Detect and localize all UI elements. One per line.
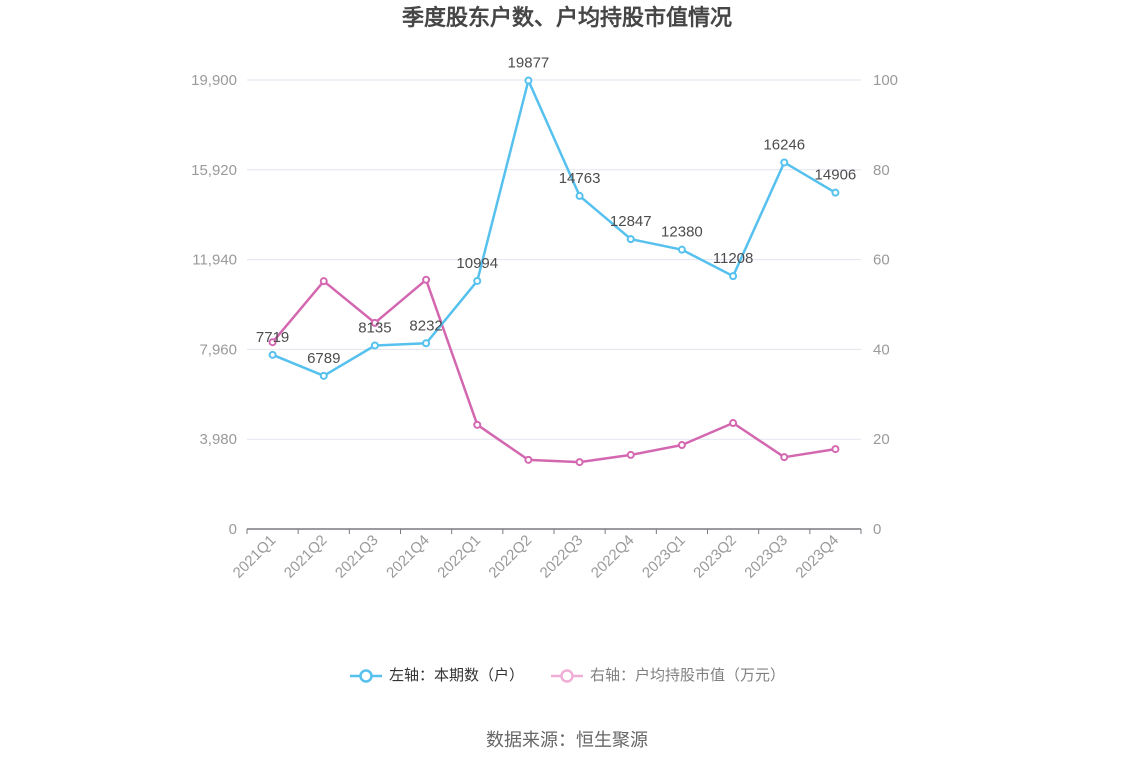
series-0 <box>268 76 840 380</box>
x-axis-tick-label: 2023Q3 <box>741 532 791 582</box>
x-axis-tick-label: 2021Q1 <box>230 532 280 582</box>
series-1 <box>268 275 840 467</box>
data-point[interactable] <box>626 235 635 244</box>
data-point[interactable] <box>370 318 379 327</box>
legend-label: 右轴：户均持股市值（万元） <box>590 667 786 684</box>
data-label: 12847 <box>610 213 652 230</box>
right-axis-tick-label: 40 <box>873 341 890 358</box>
series-line <box>271 278 836 464</box>
data-labels: 7719 6789 8135 8232 10994 19877 14763 12847 1238… <box>256 55 856 367</box>
data-point[interactable] <box>626 450 635 459</box>
data-label: 14906 <box>815 167 857 184</box>
data-label: 11208 <box>713 250 754 267</box>
right-axis-tick-label: 80 <box>873 162 890 179</box>
right-axis-tick-label: 60 <box>873 252 890 269</box>
x-axis-tick-label: 2022Q3 <box>537 532 587 582</box>
left-axis-tick-label: 0 <box>229 521 237 538</box>
x-axis-tick-label: 2021Q4 <box>383 532 433 582</box>
data-point[interactable] <box>831 445 840 454</box>
data-label: 19877 <box>508 55 550 72</box>
x-axis-tick-label: 2021Q3 <box>332 532 382 582</box>
data-source: 数据来源：恒生聚源 <box>486 730 648 750</box>
data-point[interactable] <box>524 455 533 464</box>
data-label: 10994 <box>456 255 498 272</box>
data-point[interactable] <box>729 272 738 281</box>
chart-title: 季度股东户数、户均持股市值情况 <box>401 5 732 30</box>
x-axis-tick-label: 2022Q4 <box>588 532 638 582</box>
left-axis-tick-label: 15,920 <box>191 162 237 179</box>
data-point[interactable] <box>575 191 584 200</box>
right-axis-tick-label: 0 <box>873 521 881 538</box>
x-axis-tick-label: 2023Q2 <box>690 532 740 582</box>
series-lines <box>268 76 840 467</box>
legend-line-marker-icon <box>551 669 583 683</box>
series-line <box>272 79 837 378</box>
data-point[interactable] <box>473 420 482 429</box>
data-label: 12380 <box>661 224 703 241</box>
x-axis-tick-label: 2023Q1 <box>639 532 689 582</box>
legend-label: 左轴：本期数（户） <box>388 667 524 684</box>
legend-item-1[interactable]: 右轴：户均持股市值（万元） <box>550 666 785 686</box>
data-point[interactable] <box>268 350 277 359</box>
data-point[interactable] <box>319 277 328 286</box>
left-axis-tick-label: 7,960 <box>199 341 237 358</box>
data-point[interactable] <box>473 276 482 285</box>
data-point[interactable] <box>422 275 431 284</box>
data-point[interactable] <box>575 458 584 467</box>
legend: 左轴：本期数（户） 右轴：户均持股市值（万元） <box>0 664 1134 688</box>
right-axis-tick-label: 100 <box>873 72 898 89</box>
data-point[interactable] <box>370 341 379 350</box>
data-point[interactable] <box>780 453 789 462</box>
data-point[interactable] <box>831 188 840 197</box>
x-axis-tick-label: 2021Q2 <box>281 532 331 582</box>
legend-line-marker-icon <box>349 669 382 683</box>
right-axis-tick-label: 20 <box>873 431 890 448</box>
left-axis-tick-label: 19,900 <box>191 72 237 89</box>
left-axis-tick-label: 11,940 <box>192 252 237 269</box>
left-axis-tick-label: 3,980 <box>199 431 237 448</box>
data-label: 8135 <box>358 319 391 336</box>
data-label: 6789 <box>307 350 340 367</box>
data-point[interactable] <box>677 245 686 254</box>
data-point[interactable] <box>729 419 738 428</box>
x-axis-tick-label: 2022Q2 <box>485 532 535 582</box>
data-point[interactable] <box>319 371 328 380</box>
grid-lines <box>247 79 861 440</box>
x-axis-tick-label: 2022Q1 <box>434 532 484 582</box>
data-label: 14763 <box>559 170 601 187</box>
data-point[interactable] <box>422 339 431 348</box>
legend-item-0[interactable]: 左轴：本期数（户） <box>349 666 524 686</box>
x-axis-tick-label: 2023Q4 <box>792 532 842 582</box>
data-point[interactable] <box>677 441 686 450</box>
data-label: 8232 <box>409 317 442 334</box>
data-point[interactable] <box>268 338 277 347</box>
data-label: 7719 <box>256 329 289 346</box>
data-label: 16246 <box>763 136 805 153</box>
data-point[interactable] <box>524 76 533 85</box>
data-point[interactable] <box>780 158 789 167</box>
